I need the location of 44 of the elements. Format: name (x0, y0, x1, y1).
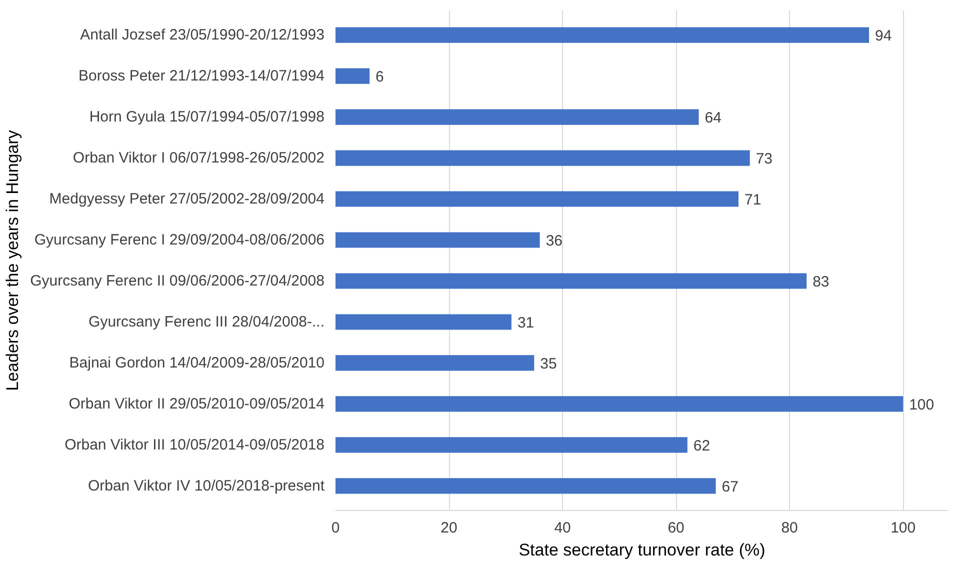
data-label: 6 (376, 68, 384, 86)
x-tick-label: 0 (331, 520, 340, 536)
bar (336, 68, 370, 84)
y-tick-label: Orban Viktor I 06/07/1998-26/05/2002 (72, 150, 325, 167)
bar (336, 273, 807, 289)
bar (336, 232, 540, 248)
bar (336, 109, 699, 125)
y-tick-label: Horn Gyula 15/07/1994-05/07/1998 (89, 108, 325, 126)
bar (336, 191, 738, 207)
data-label: 62 (693, 437, 710, 454)
y-tick-label: Medgyessy Peter 27/05/2002-28/09/2004 (49, 190, 325, 208)
y-tick-label: Orban Viktor II 29/05/2010-09/05/2014 (68, 395, 325, 412)
y-tick-label: Boross Peter 21/12/1993-14/07/1994 (78, 68, 324, 85)
bar (336, 314, 512, 330)
x-tick-label: 100 (890, 520, 916, 536)
data-label: 31 (517, 314, 534, 332)
data-label: 71 (744, 192, 762, 209)
x-tick-label: 40 (554, 520, 571, 536)
bar (336, 27, 870, 43)
y-tick-label: Orban Viktor IV 10/05/2018-present (88, 477, 326, 494)
bar (336, 355, 534, 371)
data-label: 100 (909, 396, 934, 414)
y-axis-title: Leaders over the years in Hungary (3, 130, 22, 391)
bar (336, 150, 750, 166)
x-tick-label: 60 (668, 520, 684, 536)
x-axis-title: State secretary turnover rate (%) (518, 540, 766, 560)
y-tick-label: Antall Jozsef 23/05/1990-20/12/1993 (80, 26, 325, 44)
y-tick-label: Orban Viktor III 10/05/2014-09/05/2018 (64, 436, 325, 454)
data-label: 35 (540, 355, 557, 372)
y-tick-label: Gyurcsany Ferenc I 29/09/2004-08/06/2006 (34, 232, 324, 249)
data-label: 36 (546, 232, 563, 250)
data-label: 94 (875, 28, 892, 45)
y-tick-label: Bajnai Gordon 14/04/2009-28/05/2010 (69, 354, 325, 372)
y-tick-label: Gyurcsany Ferenc II 09/06/2006-27/04/2008 (30, 272, 325, 290)
bar (336, 478, 716, 494)
x-tick-label: 20 (440, 520, 458, 536)
bar (336, 396, 904, 412)
data-label: 67 (722, 478, 738, 496)
bar (336, 437, 688, 453)
y-tick-label: Gyurcsany Ferenc III 28/04/2008-... (88, 313, 325, 330)
data-label: 64 (704, 110, 722, 127)
data-label: 73 (756, 150, 773, 168)
data-label: 83 (812, 273, 830, 290)
x-tick-label: 80 (781, 520, 798, 536)
